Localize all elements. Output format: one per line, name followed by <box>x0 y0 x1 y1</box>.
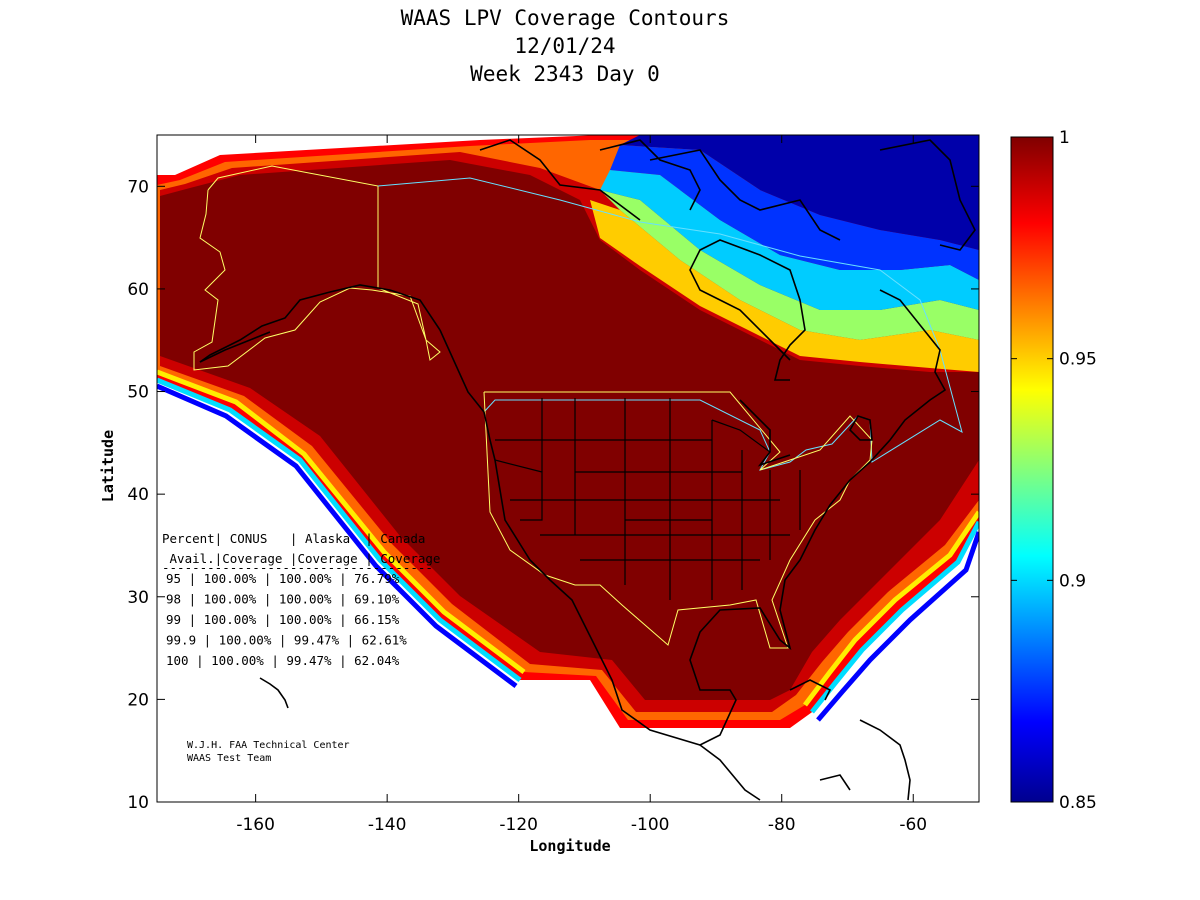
colorbar-tick-label: 0.9 <box>1059 571 1086 591</box>
colorbar-tick-label: 1 <box>1059 128 1070 148</box>
canada-border-line <box>377 177 963 471</box>
band-blue <box>610 145 979 280</box>
colorbar-tick-label: 0.85 <box>1059 793 1097 813</box>
colorbar-tick-label: 0.95 <box>1059 350 1097 370</box>
coverage-table-row: 95 | 100.00% | 100.00% | 76.79% <box>166 571 400 586</box>
coverage-table-header-1: Percent| CONUS | Alaska | Canada <box>162 531 425 546</box>
plot-frame <box>156 134 980 803</box>
band-cyan <box>600 170 979 310</box>
y-tick-label: 30 <box>127 588 149 608</box>
credit-line-2: WAAS Test Team <box>187 753 271 764</box>
atlantic-edge-blue <box>816 531 979 722</box>
atlantic-edge-cyan <box>810 520 979 714</box>
pacific-edge-yellow <box>157 369 526 674</box>
credit-line-1: W.J.H. FAA Technical Center <box>187 740 350 751</box>
x-tick-label: -80 <box>768 815 796 835</box>
y-tick-label: 20 <box>127 690 149 710</box>
coverage-table-row: 99.9 | 100.00% | 99.47% | 62.61% <box>166 633 407 648</box>
y-tick-label: 70 <box>127 177 149 197</box>
conus-region-outline <box>483 391 873 649</box>
x-tick-label: -140 <box>368 815 407 835</box>
band-navy <box>620 135 979 250</box>
coverage-table-header-2: Avail.|Coverage |Coverage | Coverage <box>162 551 440 566</box>
coverage-table-row: 100 | 100.00% | 99.47% | 62.04% <box>166 653 400 668</box>
atlantic-edge-yellow <box>803 510 979 707</box>
y-tick-label: 50 <box>127 383 149 403</box>
x-tick-label: -60 <box>899 815 927 835</box>
coverage-bands <box>157 135 979 728</box>
coverage-table-rows: 95 | 100.00% | 100.00% | 76.79% 98 | 100… <box>166 571 407 668</box>
chart-title-line-2: 12/01/24 <box>514 34 616 58</box>
y-tick-label: 10 <box>127 793 149 813</box>
y-axis-label: Latitude <box>99 430 117 502</box>
coverage-table-row: 98 | 100.00% | 100.00% | 69.10% <box>166 592 400 607</box>
coverage-table: Percent| CONUS | Alaska | Canada Avail.|… <box>162 531 440 668</box>
coverage-table-divider: ------------------------------------ <box>162 560 433 575</box>
x-axis: -160 -140 -120 -100 -80 -60 <box>236 135 927 835</box>
colorbar-ticks: 1 0.95 0.9 0.85 <box>1011 128 1097 813</box>
x-tick-label: -120 <box>499 815 538 835</box>
state-boundaries <box>494 398 801 600</box>
coverage-table-row: 99 | 100.00% | 100.00% | 66.15% <box>166 612 400 627</box>
x-tick-label: -160 <box>236 815 275 835</box>
colorbar <box>1010 136 1054 803</box>
y-axis: 10 20 30 40 50 60 70 <box>127 177 979 813</box>
pacific-edge-cyan <box>157 377 522 682</box>
pacific-edge-blue <box>157 383 518 688</box>
y-tick-label: 40 <box>127 485 149 505</box>
coastlines <box>199 139 976 801</box>
plot-area <box>157 135 979 801</box>
chart-title-line-3: Week 2343 Day 0 <box>470 62 660 86</box>
y-tick-label: 60 <box>127 280 149 300</box>
full-coverage-region <box>160 160 979 700</box>
chart-title-line-1: WAAS LPV Coverage Contours <box>400 6 730 30</box>
band-green <box>600 190 979 340</box>
alaska-region-outline <box>193 165 441 371</box>
x-tick-label: -100 <box>631 815 670 835</box>
x-axis-label: Longitude <box>529 837 610 855</box>
band-yellow <box>590 200 979 372</box>
